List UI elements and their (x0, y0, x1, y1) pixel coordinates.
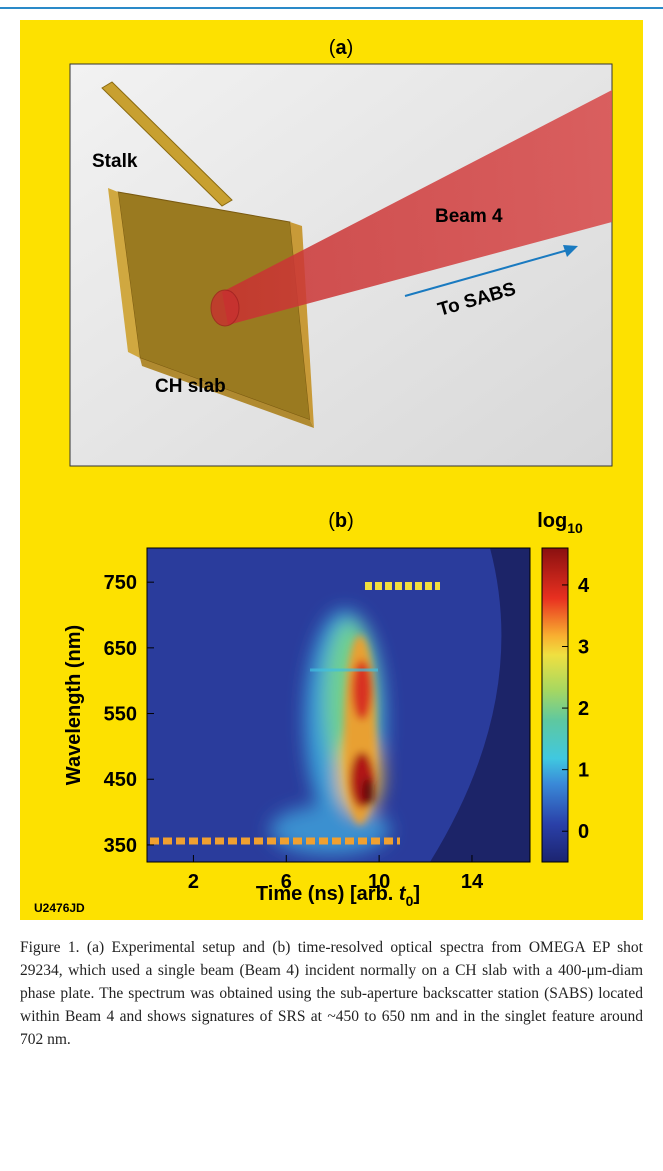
y-tick-label: 350 (104, 835, 137, 857)
x-label-close: ] (413, 883, 420, 905)
x-tick-label: 6 (281, 871, 292, 893)
colorbar-tick-label: 0 (578, 821, 589, 843)
y-axis-label: Wavelength (nm) (63, 625, 85, 785)
label-beam: Beam 4 (435, 206, 503, 227)
panel-b-title: (b) (328, 510, 354, 532)
colorbar-tick-label: 2 (578, 698, 589, 720)
colorbar-tick-label: 1 (578, 760, 589, 782)
y-tick-label: 650 (104, 638, 137, 660)
caption: Figure 1. (a) Experimental setup and (b)… (20, 936, 643, 1051)
label-slab: CH slab (155, 376, 226, 397)
x-tick-label: 10 (368, 871, 390, 893)
colorbar (542, 548, 568, 862)
y-tick-label: 550 (104, 704, 137, 726)
spectrogram (147, 548, 530, 862)
colorbar-tick-label: 4 (578, 575, 590, 597)
x-tick-label: 14 (461, 871, 484, 893)
label-stalk: Stalk (92, 151, 138, 172)
colorbar-label-sub: 10 (567, 520, 583, 536)
panel-b-letter: b (335, 510, 347, 532)
colorbar-label-text: log (537, 510, 567, 532)
figure-id: U2476JD (34, 901, 85, 915)
colorbar-tick-label: 3 (578, 637, 589, 659)
figure: (a) Stalk Beam 4 To SABS CH slab (b) log… (0, 0, 663, 930)
x-tick-label: 2 (188, 871, 199, 893)
x-label-sub: 0 (406, 893, 414, 909)
panel-a-title: (a) (329, 37, 353, 59)
y-tick-label: 750 (104, 572, 137, 594)
y-tick-label: 450 (104, 769, 137, 791)
page: (a) Stalk Beam 4 To SABS CH slab (b) log… (0, 0, 663, 1171)
